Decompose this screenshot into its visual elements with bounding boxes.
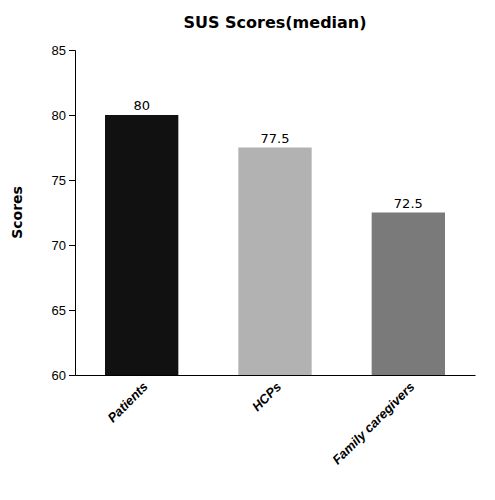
tick-label: 80: [52, 108, 66, 123]
tick-label: HCPs: [249, 379, 284, 414]
y-axis: 60 65 70 75 80 85: [52, 43, 76, 383]
tick-mark: [69, 50, 75, 51]
tick-label: 85: [52, 43, 66, 58]
tick: HCPs: [249, 379, 284, 414]
tick-label: 60: [52, 368, 66, 383]
tick: 80: [52, 108, 75, 123]
tick-label: Patients: [104, 379, 150, 425]
tick-label: Family caregivers: [329, 379, 417, 467]
tick: 85: [52, 43, 75, 58]
bar: [105, 115, 178, 375]
bar: [372, 213, 445, 376]
x-axis: Patients HCPs Family caregivers: [76, 376, 476, 468]
tick-label: 65: [52, 303, 66, 318]
data-labels: 80 77.5 72.5: [133, 98, 422, 211]
tick-mark: [69, 115, 75, 116]
plot: 60 65 70 75 80 85 Patients HCPs Family caregiver…: [52, 43, 476, 500]
tick: 60: [52, 368, 75, 383]
axis-line: [69, 51, 76, 376]
tick: Patients: [104, 379, 150, 425]
tick-label: 70: [52, 238, 66, 253]
data-label: 80: [133, 98, 150, 113]
tick: 75: [52, 173, 75, 188]
axis-line: [76, 375, 476, 376]
data-label: 72.5: [394, 196, 423, 211]
tick-label: 75: [52, 173, 66, 188]
tick-mark: [69, 180, 75, 181]
tick-mark: [69, 245, 75, 246]
tick: 65: [52, 303, 75, 318]
bar: [238, 148, 311, 376]
tick-mark: [69, 310, 75, 311]
tick: 70: [52, 238, 75, 253]
title: SUS Scores(median): [183, 13, 366, 32]
chart: 60 65 70 75 80 85 Patients HCPs Family caregiver…: [0, 0, 495, 500]
tick: Family caregivers: [329, 379, 417, 467]
y-axis-title: Scores: [9, 186, 25, 239]
tick-mark: [69, 375, 75, 376]
bars: [105, 115, 445, 375]
data-label: 77.5: [261, 131, 290, 146]
